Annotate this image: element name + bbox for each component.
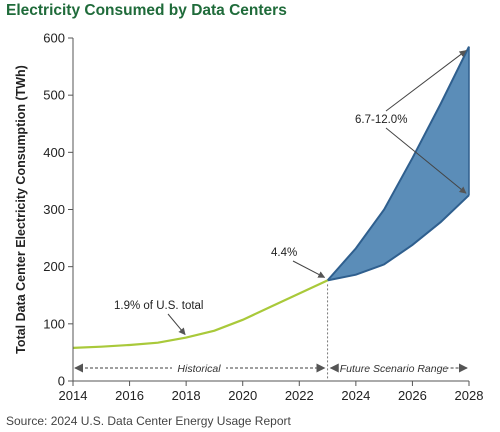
x-tick-label: 2014 bbox=[59, 388, 88, 403]
historical-label-bg bbox=[172, 361, 226, 375]
future-period-label: Future Scenario Range bbox=[340, 363, 449, 375]
scenario-lower-line bbox=[327, 194, 470, 282]
chart-title: Electricity Consumed by Data Centers bbox=[6, 2, 287, 19]
annotation-arrow-historical bbox=[167, 313, 186, 336]
x-tick-label: 2018 bbox=[172, 388, 201, 403]
x-tick-label: 2028 bbox=[455, 388, 484, 403]
scenario-range-area bbox=[327, 46, 469, 281]
y-tick-label: 600 bbox=[43, 31, 65, 46]
source-note: Source: 2024 U.S. Data Center Energy Usa… bbox=[6, 414, 291, 428]
annotation-2023-share: 4.4% bbox=[271, 247, 297, 259]
x-tick-label: 2016 bbox=[115, 388, 144, 403]
y-tick-label: 200 bbox=[43, 259, 65, 274]
x-tick-label: 2026 bbox=[398, 388, 427, 403]
y-tick-label: 0 bbox=[58, 374, 65, 389]
annotation-arrow-upper bbox=[385, 50, 467, 112]
annotation-scenario-share: 6.7-12.0% bbox=[355, 114, 407, 126]
x-tick-label: 2020 bbox=[228, 388, 257, 403]
y-tick-label: 400 bbox=[43, 145, 65, 160]
annotation-historical-share: 1.9% of U.S. total bbox=[114, 300, 204, 312]
x-tick-label: 2022 bbox=[285, 388, 314, 403]
historical-period-label: Historical bbox=[177, 363, 221, 375]
scenario-upper-line bbox=[326, 46, 470, 282]
y-axis-label: Total Data Center Electricity Consumptio… bbox=[14, 65, 28, 354]
annotation-arrow-lower bbox=[385, 127, 467, 194]
future-label-bg bbox=[340, 361, 448, 375]
annotation-arrow-2023 bbox=[292, 260, 326, 278]
historical-line bbox=[72, 279, 329, 349]
y-tick-label: 500 bbox=[43, 88, 65, 103]
x-tick-label: 2024 bbox=[341, 388, 370, 403]
y-tick-label: 100 bbox=[43, 316, 65, 331]
y-tick-label: 300 bbox=[43, 202, 65, 217]
